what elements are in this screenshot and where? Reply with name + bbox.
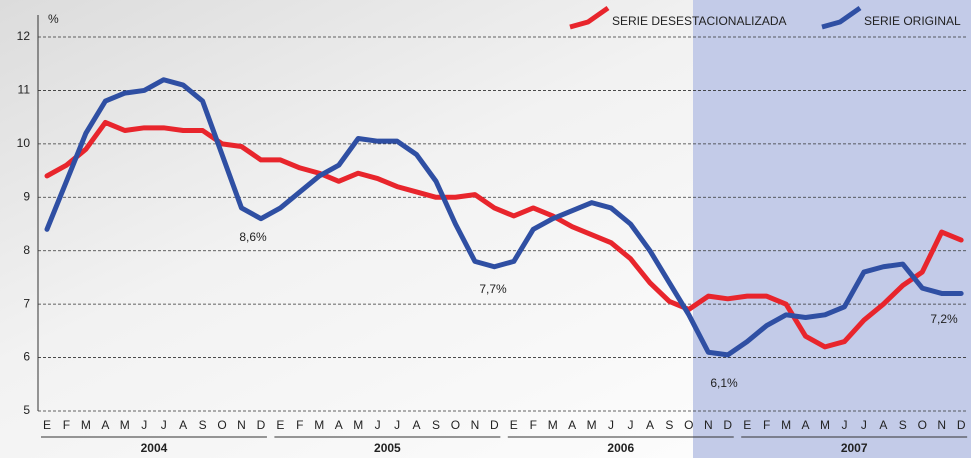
x-tick-label: O: [217, 418, 226, 432]
legend-label: SERIE DESESTACIONALIZADA: [612, 14, 787, 28]
x-tick-label: O: [918, 418, 927, 432]
legend-swatch: [569, 5, 610, 30]
annotation: 7,2%: [930, 312, 958, 326]
x-tick-label: O: [451, 418, 460, 432]
y-tick-label: 12: [17, 29, 31, 43]
x-tick-label: M: [314, 418, 324, 432]
y-tick-label: 5: [23, 403, 30, 417]
x-tick-label: A: [879, 418, 887, 432]
y-tick-label: 6: [23, 350, 30, 364]
x-tick-label: M: [548, 418, 558, 432]
x-tick-label: J: [608, 418, 614, 432]
x-tick-label: M: [81, 418, 91, 432]
x-tick-label: D: [723, 418, 732, 432]
x-tick-label: A: [179, 418, 187, 432]
x-tick-label: E: [743, 418, 751, 432]
x-tick-label: M: [120, 418, 130, 432]
y-tick-label: 9: [23, 189, 30, 203]
x-tick-label: S: [432, 418, 440, 432]
x-group-label: 2004: [141, 441, 168, 455]
x-tick-label: A: [568, 418, 576, 432]
x-tick-label: J: [141, 418, 147, 432]
x-tick-label: J: [394, 418, 400, 432]
x-tick-label: N: [471, 418, 480, 432]
x-tick-label: J: [841, 418, 847, 432]
x-tick-label: S: [199, 418, 207, 432]
x-tick-label: F: [763, 418, 770, 432]
legend-label: SERIE ORIGINAL: [864, 14, 961, 28]
x-tick-label: N: [937, 418, 946, 432]
annotation: 8,6%: [239, 230, 267, 244]
x-group-label: 2006: [607, 441, 634, 455]
x-tick-label: D: [957, 418, 966, 432]
x-tick-label: A: [335, 418, 343, 432]
x-tick-label: D: [490, 418, 499, 432]
x-tick-label: E: [43, 418, 51, 432]
x-tick-label: A: [413, 418, 421, 432]
annotation: 7,7%: [479, 282, 507, 296]
x-tick-label: M: [353, 418, 363, 432]
x-tick-label: F: [530, 418, 537, 432]
x-tick-label: M: [587, 418, 597, 432]
x-group-label: 2007: [841, 441, 868, 455]
x-tick-label: A: [802, 418, 810, 432]
x-tick-label: F: [296, 418, 303, 432]
annotation: 6,1%: [710, 376, 738, 390]
y-tick-label: 11: [18, 83, 31, 97]
x-group-label: 2005: [374, 441, 401, 455]
x-tick-label: M: [820, 418, 830, 432]
x-tick-label: S: [665, 418, 673, 432]
y-tick-label: 7: [23, 296, 30, 310]
x-tick-label: A: [101, 418, 109, 432]
y-tick-label: 8: [23, 243, 30, 257]
x-tick-label: N: [237, 418, 246, 432]
y-axis-label: %: [48, 12, 59, 26]
x-tick-label: J: [861, 418, 867, 432]
y-tick-label: 10: [17, 136, 31, 150]
series-line: [44, 119, 964, 350]
x-tick-label: D: [257, 418, 266, 432]
x-tick-label: J: [628, 418, 634, 432]
x-tick-label: O: [684, 418, 693, 432]
x-tick-label: J: [161, 418, 167, 432]
legend-swatch: [821, 5, 862, 30]
x-tick-label: J: [375, 418, 381, 432]
x-tick-label: M: [781, 418, 791, 432]
x-tick-label: S: [899, 418, 907, 432]
x-tick-label: F: [63, 418, 70, 432]
highlight-region: [693, 0, 971, 458]
x-tick-label: E: [510, 418, 518, 432]
series-line: [44, 77, 964, 358]
x-tick-label: E: [276, 418, 284, 432]
x-tick-label: N: [704, 418, 713, 432]
x-tick-label: A: [646, 418, 654, 432]
